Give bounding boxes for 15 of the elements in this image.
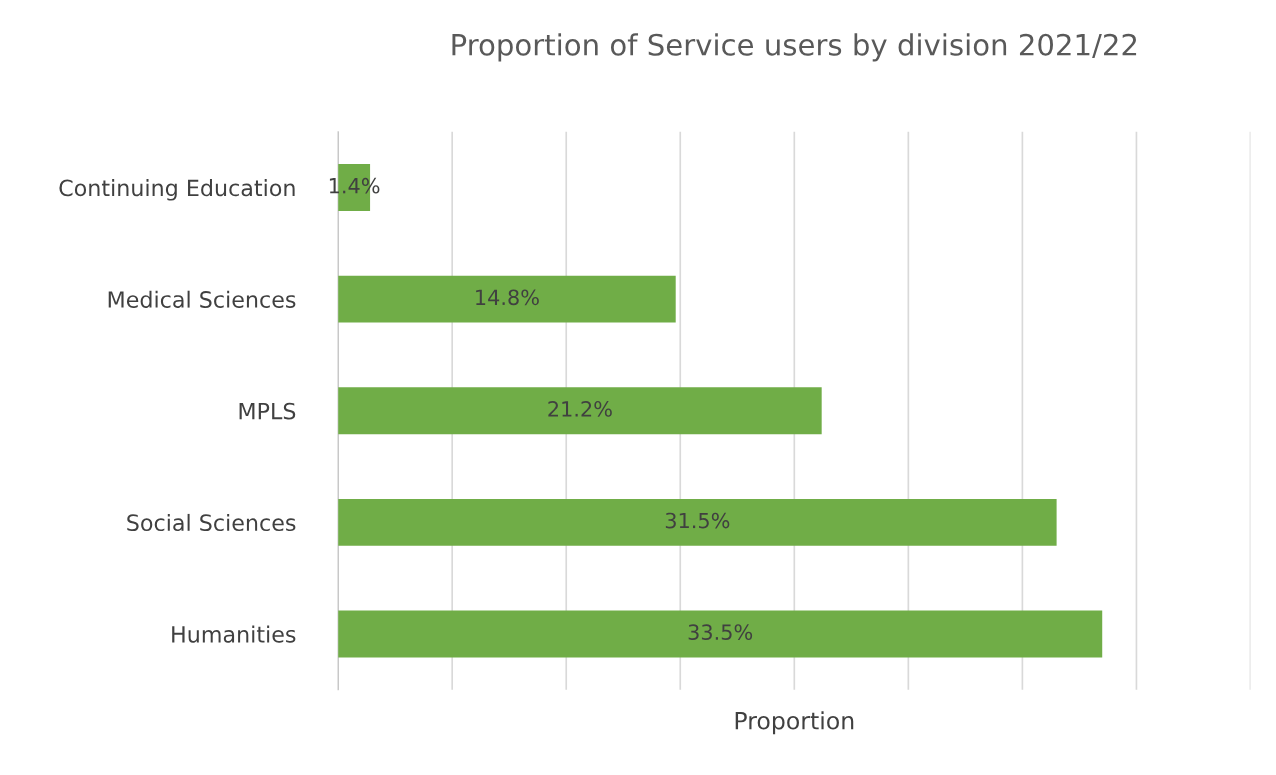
x-axis-title: Proportion xyxy=(735,711,854,735)
y-tick-label: Continuing Education xyxy=(59,179,295,201)
data-label: 21.2% xyxy=(548,401,612,417)
bar xyxy=(338,275,676,323)
chart-title: Proportion of Service users by division 2021/22 xyxy=(452,33,1137,62)
data-label: 33.5% xyxy=(688,624,753,640)
y-tick-label: Humanities xyxy=(172,625,296,643)
bar xyxy=(338,498,1057,546)
data-label: 31.5% xyxy=(665,512,730,529)
data-label: 14.8% xyxy=(476,289,539,306)
y-tick-label: Medical Sciences xyxy=(108,290,296,308)
bar xyxy=(338,387,822,435)
bar xyxy=(338,610,1103,658)
y-tick-label: MPLS xyxy=(239,402,296,420)
y-tick-label: Social Sciences xyxy=(127,513,296,532)
